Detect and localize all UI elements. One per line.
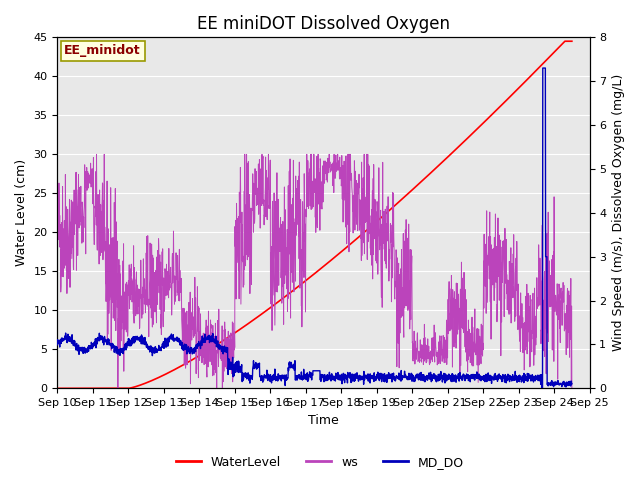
X-axis label: Time: Time [308,414,339,427]
Y-axis label: Water Level (cm): Water Level (cm) [15,159,28,266]
Y-axis label: Wind Speed (m/s), Dissolved Oxygen (mg/L): Wind Speed (m/s), Dissolved Oxygen (mg/L… [612,74,625,351]
Text: EE_minidot: EE_minidot [65,44,141,57]
Title: EE miniDOT Dissolved Oxygen: EE miniDOT Dissolved Oxygen [197,15,450,33]
Legend: WaterLevel, ws, MD_DO: WaterLevel, ws, MD_DO [171,451,469,474]
